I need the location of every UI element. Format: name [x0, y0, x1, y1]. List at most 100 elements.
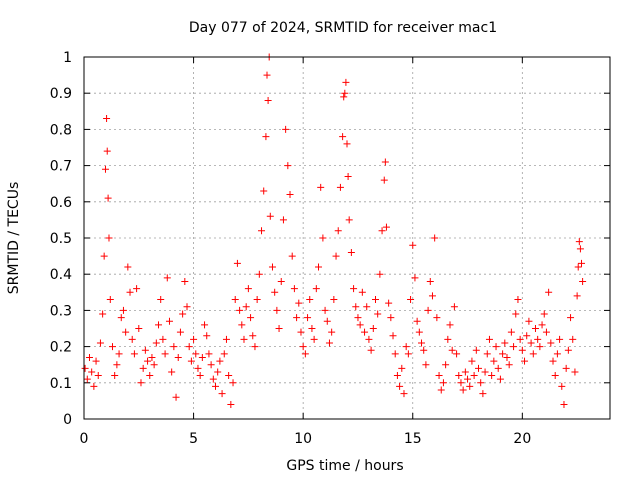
data-point — [240, 335, 248, 343]
y-tick-label: 0.7 — [50, 159, 72, 175]
data-point — [415, 328, 423, 336]
data-point — [389, 332, 397, 340]
data-point — [472, 346, 480, 354]
data-point — [85, 353, 93, 361]
data-point — [496, 375, 504, 383]
data-point — [470, 372, 478, 380]
y-axis-ticks: 0 0.1 0.2 0.3 0.4 0.5 0.6 0.7 0.8 0.9 1 — [50, 50, 610, 428]
data-point — [569, 335, 577, 343]
data-point — [339, 133, 347, 141]
data-point — [290, 285, 298, 293]
data-point — [94, 372, 102, 380]
data-point — [413, 317, 421, 325]
data-point — [341, 89, 349, 97]
data-point — [466, 382, 474, 390]
data-point — [562, 364, 570, 372]
y-tick-label: 1 — [63, 50, 72, 66]
data-point — [391, 350, 399, 358]
data-point — [371, 296, 379, 304]
data-point — [400, 390, 408, 398]
data-point — [124, 263, 132, 271]
data-point — [148, 353, 156, 361]
data-point — [214, 368, 222, 376]
data-point — [503, 353, 511, 361]
y-axis-label: SRMTID / TECUs — [6, 182, 22, 295]
data-point — [488, 372, 496, 380]
data-point — [422, 361, 430, 369]
data-point — [418, 339, 426, 347]
data-point — [433, 314, 441, 322]
data-point — [578, 259, 586, 267]
x-tick-label: 10 — [294, 431, 312, 447]
data-point — [549, 357, 557, 365]
data-point — [170, 343, 178, 351]
data-point — [426, 277, 434, 285]
data-point — [367, 346, 375, 354]
data-point — [494, 364, 502, 372]
data-point — [244, 285, 252, 293]
data-point — [227, 401, 235, 409]
data-point — [424, 306, 432, 314]
data-point — [190, 335, 198, 343]
data-point — [398, 364, 406, 372]
data-point — [315, 263, 323, 271]
data-point — [402, 343, 410, 351]
data-point — [483, 350, 491, 358]
data-point — [92, 357, 100, 365]
data-point — [435, 372, 443, 380]
data-point — [540, 310, 548, 318]
data-point — [113, 361, 121, 369]
data-point — [271, 288, 279, 296]
data-point — [336, 183, 344, 191]
data-point — [301, 350, 309, 358]
y-tick-label: 0.3 — [50, 303, 72, 319]
data-point — [444, 335, 452, 343]
data-point — [168, 368, 176, 376]
data-point — [439, 379, 447, 387]
data-point — [263, 71, 271, 79]
data-point — [152, 339, 160, 347]
y-tick-label: 0 — [63, 412, 72, 428]
data-point — [534, 335, 542, 343]
data-series-srmtid — [81, 53, 587, 409]
data-point — [275, 325, 283, 332]
data-point — [525, 317, 533, 325]
data-point — [527, 339, 535, 347]
data-point — [133, 285, 141, 293]
data-point — [122, 328, 130, 336]
data-point — [574, 263, 582, 271]
data-point — [560, 401, 568, 409]
y-tick-label: 0.2 — [50, 340, 72, 356]
data-point — [279, 216, 287, 224]
data-point — [157, 296, 165, 304]
data-point — [437, 386, 445, 394]
data-point — [229, 379, 237, 387]
data-point — [521, 357, 529, 365]
data-point — [159, 335, 167, 343]
data-point — [411, 274, 419, 282]
data-point — [551, 372, 559, 380]
data-point — [385, 299, 393, 307]
data-point — [516, 335, 524, 343]
data-point — [130, 350, 138, 358]
data-point — [128, 335, 136, 343]
y-tick-label: 0.5 — [50, 231, 72, 247]
data-point — [207, 361, 215, 369]
data-point — [321, 306, 329, 314]
data-point — [363, 303, 371, 311]
data-point — [284, 162, 292, 170]
data-point — [455, 372, 463, 380]
data-point — [350, 285, 358, 293]
data-point — [538, 321, 546, 329]
data-point — [183, 303, 191, 311]
data-point — [317, 183, 325, 191]
data-point — [255, 270, 263, 278]
data-point — [505, 361, 513, 369]
data-point — [396, 382, 404, 390]
data-point — [104, 194, 112, 202]
chart-title: Day 077 of 2024, SRMTID for receiver mac… — [189, 20, 497, 36]
data-point — [343, 140, 351, 148]
data-point — [179, 310, 187, 318]
data-point — [477, 379, 485, 387]
data-point — [212, 382, 219, 390]
